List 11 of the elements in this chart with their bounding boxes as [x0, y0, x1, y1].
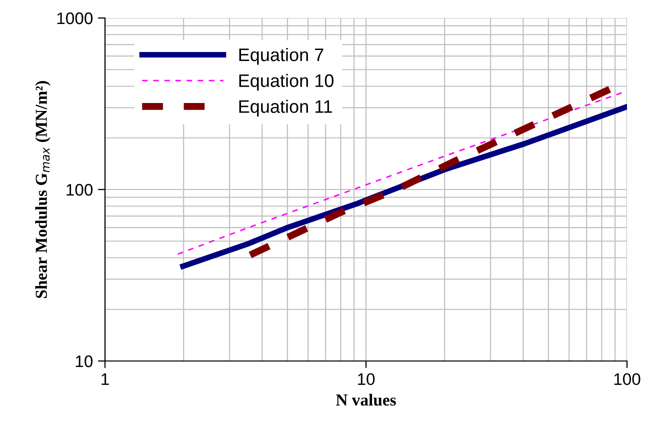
x-axis-title: N values — [336, 394, 396, 406]
legend-label: Equation 7 — [239, 48, 324, 65]
y-axis-title: Shear Modulus G$_{max}$ (MN/m²) — [35, 81, 50, 298]
legend-label: Equation 10 — [239, 74, 334, 91]
legend-label: Equation 11 — [239, 100, 332, 117]
y-tick-label: 1000 — [57, 12, 93, 24]
y-tick-label: 10 — [76, 355, 93, 368]
x-tick-label: 1 — [102, 373, 109, 385]
x-tick-label: 100 — [614, 373, 640, 386]
x-tick-label: 10 — [358, 373, 375, 386]
y-tick-label: 100 — [66, 184, 93, 196]
